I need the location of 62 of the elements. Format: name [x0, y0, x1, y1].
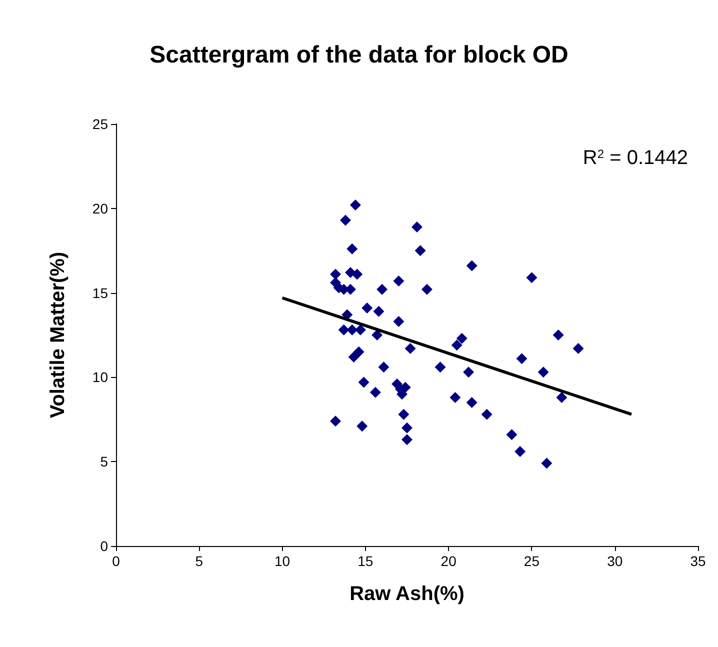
point	[514, 446, 526, 457]
point	[552, 330, 564, 340]
point	[456, 332, 468, 344]
y-tick-label: 0	[100, 538, 108, 554]
point	[350, 200, 361, 211]
point	[338, 324, 350, 336]
point	[421, 284, 432, 295]
point	[370, 386, 381, 398]
y-axis-title: Volatile Matter(%)	[47, 252, 69, 418]
x-tick-label: 10	[274, 553, 290, 569]
point	[354, 324, 366, 336]
point	[434, 362, 446, 373]
point	[398, 408, 410, 420]
x-axis-title: Raw Ash(%)	[350, 583, 464, 605]
point	[411, 221, 422, 232]
x-tick-label: 0	[112, 553, 120, 569]
y-tick-label: 20	[92, 200, 108, 216]
x-tick-label: 5	[195, 553, 204, 569]
point	[572, 343, 584, 354]
point	[348, 351, 360, 362]
point	[404, 343, 416, 354]
point	[463, 366, 474, 378]
point	[526, 272, 538, 284]
point	[330, 268, 341, 280]
y-tick-label: 5	[100, 454, 108, 470]
point	[346, 324, 358, 336]
point	[466, 397, 478, 408]
point	[378, 362, 390, 373]
point	[466, 260, 478, 272]
point	[340, 214, 351, 226]
point	[516, 353, 528, 364]
point	[393, 275, 404, 286]
point	[346, 243, 358, 254]
point	[353, 346, 364, 358]
point	[402, 434, 412, 446]
point	[373, 306, 384, 317]
x-tick-label: 20	[440, 553, 457, 569]
point	[506, 429, 518, 440]
x-tick-label: 15	[358, 553, 374, 569]
x-tick-label: 25	[524, 553, 540, 569]
point	[393, 316, 404, 327]
y-tick-label: 25	[92, 116, 108, 132]
point	[481, 408, 492, 420]
point	[556, 392, 568, 403]
point	[414, 245, 426, 256]
point	[450, 392, 461, 403]
y-tick-label: 10	[92, 369, 108, 386]
y-tick-label: 15	[92, 284, 108, 301]
point	[358, 376, 370, 388]
point	[362, 302, 373, 314]
point	[356, 420, 368, 432]
point	[402, 422, 412, 434]
point	[541, 458, 552, 469]
chart-title: Scattergram of the data for block OD	[150, 42, 568, 68]
point	[352, 268, 363, 280]
x-tick-label: 35	[690, 553, 706, 569]
point	[451, 340, 462, 351]
point	[330, 416, 341, 427]
point	[538, 366, 549, 378]
x-tick-label: 30	[607, 553, 623, 569]
point	[376, 284, 388, 295]
point	[372, 330, 383, 340]
